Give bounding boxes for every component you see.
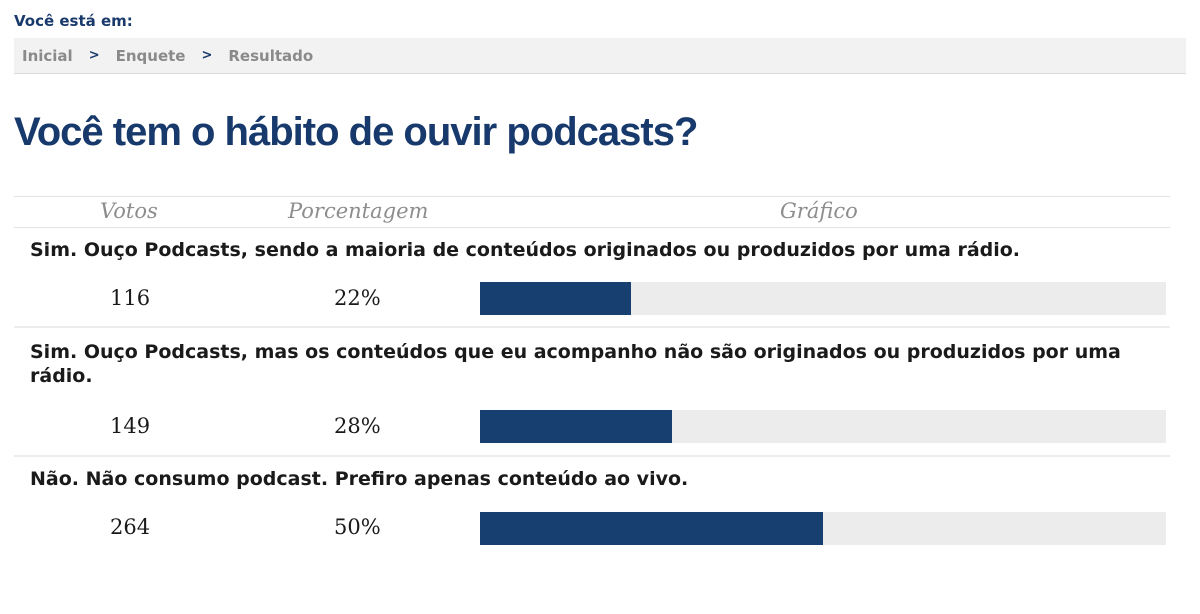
column-header-chart: Gráfico — [780, 199, 858, 223]
answer-percentage: 28% — [334, 414, 381, 438]
breadcrumb-separator-icon: > — [201, 48, 213, 63]
result-bar-fill — [480, 512, 823, 545]
row-divider — [14, 326, 1170, 328]
answer-label: Sim. Ouço Podcasts, sendo a maioria de c… — [30, 239, 1021, 261]
result-bar-fill — [480, 282, 631, 315]
result-bar-track — [480, 512, 1166, 545]
breadcrumb: Inicial > Enquete > Resultado — [14, 38, 1186, 74]
answer-label: Não. Não consumo podcast. Prefiro apenas… — [30, 468, 689, 490]
poll-question: Você tem o hábito de ouvir podcasts? — [14, 110, 698, 154]
location-label: Você está em: — [14, 12, 133, 30]
breadcrumb-item-enquete[interactable]: Enquete — [115, 46, 186, 65]
answer-votes: 264 — [110, 515, 151, 539]
result-bar-track — [480, 282, 1166, 315]
answer-votes: 149 — [110, 414, 151, 438]
answer-percentage: 22% — [334, 286, 381, 310]
results-column-headers: Votos Porcentagem Gráfico — [14, 196, 1170, 228]
row-divider — [14, 455, 1170, 457]
breadcrumb-separator-icon: > — [88, 48, 100, 63]
answer-percentage: 50% — [334, 515, 381, 539]
breadcrumb-item-inicial[interactable]: Inicial — [22, 46, 73, 65]
breadcrumb-item-resultado: Resultado — [228, 46, 314, 65]
answer-votes: 116 — [110, 286, 151, 310]
answer-label: Sim. Ouço Podcasts, mas os conteúdos que… — [30, 341, 1121, 387]
column-header-votes: Votos — [100, 199, 158, 223]
column-header-percentage: Porcentagem — [288, 199, 429, 223]
result-bar-fill — [480, 410, 673, 443]
result-bar-track — [480, 410, 1166, 443]
